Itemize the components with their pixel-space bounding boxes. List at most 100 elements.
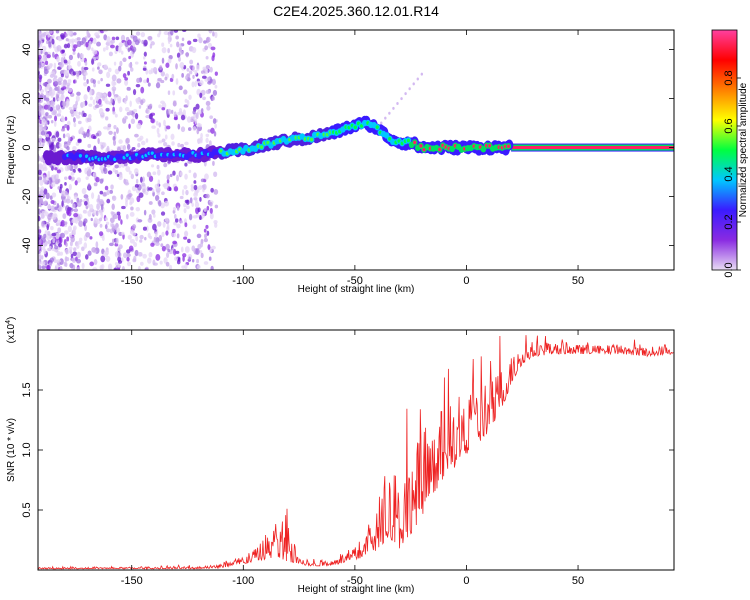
spectrogram-noise-point	[68, 106, 73, 111]
ridge-point-core	[419, 144, 423, 148]
spectrogram-noise-point	[47, 120, 50, 125]
spectrogram-noise-point	[76, 243, 80, 249]
spectrogram-noise-point	[212, 89, 218, 96]
spectrogram-noise-point	[157, 77, 162, 82]
spectrogram-noise-point	[66, 98, 70, 105]
spectrogram-noise-point	[173, 116, 178, 121]
spectrogram-noise-point	[54, 245, 59, 250]
spectrogram-noise-point	[161, 245, 166, 252]
spectrogram-noise-point	[104, 217, 108, 221]
spectrogram-noise-point	[142, 67, 147, 71]
spectrogram-noise-point	[122, 73, 127, 79]
spectrogram-noise-point	[67, 164, 71, 170]
spectrogram-noise-point	[119, 106, 123, 113]
spectrogram-noise-point	[209, 115, 213, 120]
spectrogram-noise-point	[86, 79, 89, 85]
spectrogram-noise-point	[185, 189, 189, 196]
spectrogram-noise-point	[137, 142, 141, 148]
spectrogram-ridge	[42, 115, 674, 166]
spectrogram-noise-point	[186, 67, 190, 72]
spectrogram-noise-point	[160, 71, 166, 77]
spectrogram-noise-point	[48, 139, 51, 145]
spectrogram-noise-point	[154, 194, 160, 202]
spectrogram-noise-point	[164, 76, 168, 81]
spectrogram-noise-point	[203, 207, 207, 212]
spectrogram-noise-point	[207, 42, 213, 49]
ridge-point-core	[353, 125, 357, 130]
spectrogram-noise-point	[131, 231, 136, 237]
spectrogram-noise-point	[91, 47, 94, 52]
constant-line-core	[511, 146, 674, 150]
spectrogram-noise-point	[60, 73, 64, 78]
spectrogram-noise-point	[60, 128, 66, 132]
spectrogram-noise-point	[153, 213, 156, 218]
spectrogram-noise-point	[185, 51, 189, 58]
spectrogram-noise-point	[182, 30, 187, 33]
spectrogram-noise-point	[134, 183, 139, 188]
spectrogram-noise-point	[94, 104, 100, 109]
spectrogram-noise-point	[126, 256, 130, 262]
spectrogram-noise-point	[180, 246, 184, 253]
spectrogram-noise-point	[128, 193, 133, 198]
spectrogram-noise-point	[181, 189, 185, 196]
spectrogram-noise-point	[138, 105, 142, 109]
spectrogram-noise-point	[63, 221, 68, 225]
spectrogram-noise-point	[208, 30, 213, 34]
spectrogram-noise-point	[82, 209, 87, 214]
spectrogram-noise-point	[162, 221, 166, 228]
spectrogram-noise-point	[120, 219, 123, 225]
spectrogram-noise-point	[126, 253, 131, 258]
spectrogram-noise-point	[41, 118, 46, 126]
spectrogram-noise-point	[56, 252, 61, 256]
spectrogram-noise-point	[211, 55, 215, 62]
spectrogram-noise-point	[109, 217, 115, 224]
spectrogram-noise-point	[174, 256, 178, 261]
spectrogram-noise-point	[99, 265, 103, 270]
spectrogram-noise-point	[47, 104, 51, 111]
spectrogram-noise-point	[114, 225, 118, 231]
spectrogram-noise-point	[191, 81, 195, 88]
spectrogram-noise-point	[191, 259, 195, 263]
spectrogram-noise-point	[59, 33, 65, 40]
spectrogram-noise-point	[205, 193, 210, 199]
spectrogram-noise-point	[95, 176, 100, 183]
spectrogram-noise-point	[172, 100, 177, 107]
spectrogram-noise-point	[128, 62, 133, 68]
spectrogram-noise-point	[71, 257, 77, 263]
spectrogram-noise-point	[56, 113, 62, 117]
spectrogram-noise-point	[51, 38, 55, 45]
spectrogram-noise-point	[46, 133, 50, 138]
spectrogram-noise-point	[75, 70, 80, 75]
spectrogram-noise-point	[92, 99, 96, 105]
spectrogram-noise-point	[190, 186, 195, 192]
spectrogram-noise-point	[54, 115, 58, 122]
spectrogram-noise-point	[212, 118, 217, 125]
spectrogram-noise-point	[83, 133, 87, 139]
spectrogram-noise-point	[205, 137, 209, 143]
spectrogram-noise-point	[57, 85, 60, 92]
spectrogram-noise-point	[81, 37, 87, 44]
spectrogram-noise-point	[100, 112, 105, 119]
spectrogram-noise-point	[167, 48, 170, 54]
spectrogram-noise-point	[164, 200, 169, 207]
spectrogram-noise-point	[130, 173, 135, 180]
spectrogram-noise-point	[46, 83, 50, 89]
spectrogram-noise-point	[42, 237, 46, 243]
spectrogram-noise-point	[188, 70, 193, 75]
spectrogram-noise-point	[114, 251, 120, 258]
spectrogram-noise-point	[81, 262, 85, 270]
spectrogram-noise-point	[177, 257, 181, 262]
spectrogram-noise-point	[120, 34, 126, 42]
ridge-point-core	[506, 144, 511, 149]
spectrogram-noise-point	[166, 223, 170, 230]
spectrogram-noise-point	[157, 169, 161, 176]
spectrogram-noise-point	[185, 75, 189, 80]
spectrogram-noise-point	[106, 198, 111, 204]
spectrogram-noise-point	[38, 83, 41, 90]
spectrogram-noise-point	[76, 201, 82, 208]
spectrogram-noise-point	[110, 211, 114, 215]
spectrogram-noise-point	[188, 169, 192, 173]
snr-exponent-base: (x10	[6, 323, 17, 343]
spectrogram-noise-point	[176, 223, 181, 229]
spectrogram-noise-point	[64, 182, 67, 186]
